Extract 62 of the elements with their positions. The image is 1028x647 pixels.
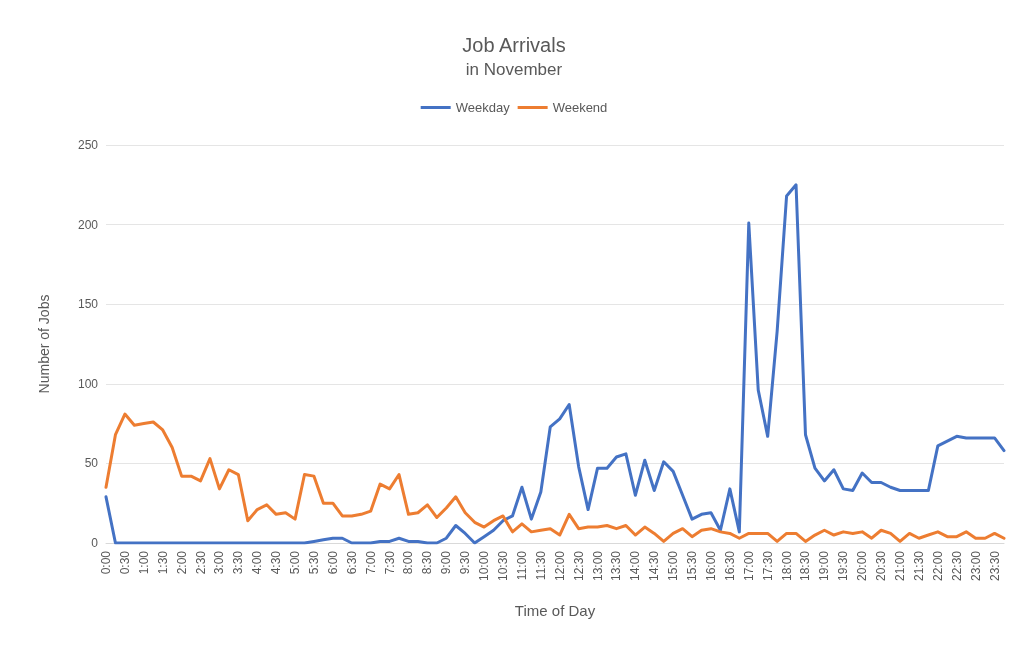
- x-tick-label: 21:00: [893, 550, 908, 582]
- x-tick-label: 13:00: [590, 550, 605, 582]
- x-axis-title: Time of Day: [514, 602, 596, 619]
- x-tick-label: 11:30: [533, 550, 548, 581]
- x-tick-label: 3:30: [231, 550, 246, 575]
- x-tick-label: 7:30: [382, 550, 397, 575]
- x-tick-label: 19:00: [817, 550, 832, 582]
- x-tick-label: 4:30: [269, 550, 284, 575]
- x-tick-label: 10:00: [477, 550, 492, 582]
- x-tick-label: 2:00: [174, 550, 189, 575]
- x-tick-label: 16:30: [722, 550, 737, 582]
- chart-subtitle: in November: [465, 60, 563, 79]
- x-tick-label: 8:00: [401, 550, 416, 575]
- y-tick-label: 150: [77, 297, 99, 312]
- x-tick-label: 9:30: [458, 550, 473, 575]
- chart-title: Job Arrivals: [462, 34, 566, 56]
- x-tick-label: 9:00: [439, 550, 454, 575]
- x-tick-label: 12:00: [552, 550, 567, 582]
- x-tick-label: 22:30: [949, 550, 964, 582]
- x-tick-label: 14:00: [628, 550, 643, 582]
- x-tick-label: 10:30: [496, 550, 511, 582]
- x-tick-label: 1:30: [155, 550, 170, 575]
- x-tick-label: 15:30: [685, 550, 700, 582]
- x-tick-label: 19:30: [836, 550, 851, 582]
- y-tick-label: 50: [84, 456, 99, 471]
- x-tick-label: 17:00: [741, 550, 756, 582]
- legend-label: Weekday: [455, 100, 511, 115]
- x-tick-label: 5:00: [288, 550, 303, 575]
- x-tick-label: 17:30: [760, 550, 775, 582]
- x-tick-label: 4:00: [250, 550, 265, 575]
- line-series: [104, 183, 1006, 545]
- x-tick-label: 11:00: [514, 550, 529, 581]
- x-tick-label: 12:30: [571, 550, 586, 582]
- x-tick-label: 5:30: [306, 550, 321, 575]
- line-series: [104, 412, 1006, 543]
- x-tick-label: 6:30: [344, 550, 359, 575]
- x-tick-label: 3:00: [212, 550, 227, 575]
- legend-label: Weekend: [552, 100, 608, 115]
- y-axis-title: Number of Jobs: [36, 294, 52, 394]
- x-tick-label: 2:30: [193, 550, 208, 575]
- x-tick-label: 16:00: [703, 550, 718, 582]
- y-tick-label: 0: [91, 536, 99, 550]
- x-tick-label: 0:00: [99, 550, 113, 575]
- y-tick-label: 250: [77, 138, 99, 152]
- x-tick-label: 0:30: [117, 550, 132, 575]
- x-tick-label: 8:30: [420, 550, 435, 575]
- x-tick-label: 15:00: [666, 550, 681, 582]
- y-tick-label: 200: [77, 217, 99, 232]
- x-tick-label: 23:30: [987, 550, 1002, 582]
- x-tick-label: 7:00: [363, 550, 378, 575]
- x-tick-label: 13:30: [609, 550, 624, 582]
- x-tick-label: 1:00: [136, 550, 151, 575]
- x-tick-label: 18:30: [798, 550, 813, 582]
- x-tick-label: 6:00: [325, 550, 340, 575]
- x-tick-label: 14:30: [647, 550, 662, 582]
- x-tick-label: 18:00: [779, 550, 794, 582]
- y-tick-label: 100: [77, 376, 99, 391]
- x-tick-label: 20:00: [855, 550, 870, 582]
- x-tick-label: 20:30: [874, 550, 889, 582]
- x-tick-label: 22:00: [930, 550, 945, 582]
- x-tick-label: 23:00: [968, 550, 983, 582]
- x-tick-label: 21:30: [911, 550, 926, 582]
